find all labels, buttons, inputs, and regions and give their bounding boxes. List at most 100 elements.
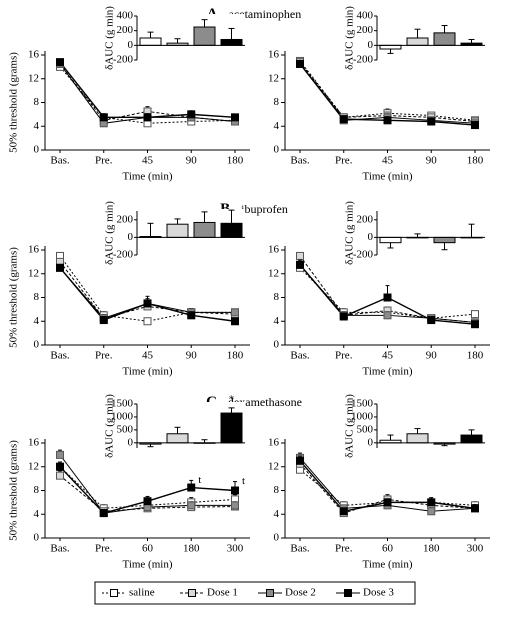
data-point <box>56 471 64 480</box>
inset-y-tick-label: 1500 <box>351 398 374 410</box>
x-tick-label: 90 <box>186 155 198 167</box>
y-axis-label: 50% threshold (grams) <box>8 440 20 541</box>
series-line <box>299 60 476 121</box>
inset-bar <box>220 38 243 46</box>
x-tick-label: Bas. <box>290 350 310 362</box>
inset-y-tick-label: 200 <box>117 24 134 36</box>
x-axis-label: Time (min) <box>122 171 172 183</box>
inset-bar <box>433 32 456 46</box>
inset-background <box>137 14 245 60</box>
inset-y-tick-label: 1000 <box>351 410 374 422</box>
inset-bar <box>379 44 402 50</box>
inset-bar <box>460 434 483 444</box>
data-point <box>231 501 239 510</box>
data-point <box>383 311 392 320</box>
inset-y-tick-label: 0 <box>368 231 374 243</box>
y-tick-label: 4 <box>34 120 40 132</box>
legend-marker <box>188 589 196 597</box>
y-tick-label: 4 <box>34 508 40 520</box>
inset-background <box>377 14 485 60</box>
x-tick-label: Bas. <box>50 350 70 362</box>
x-axis-label: Time (min) <box>362 366 412 378</box>
y-axis-label: 50% threshold (grams) <box>8 247 20 348</box>
y-tick-label: 16 <box>268 49 280 61</box>
x-tick-label: 90 <box>426 350 438 362</box>
y-tick-label: 8 <box>274 96 280 108</box>
x-tick-label: 60 <box>382 543 394 555</box>
data-point <box>427 117 436 126</box>
x-tick-label: 180 <box>467 155 484 167</box>
inset-y-tick-label: -200 <box>113 249 134 261</box>
inset-y-tick-label: 1000 <box>111 410 134 422</box>
data-point <box>427 316 436 325</box>
data-point <box>471 121 479 130</box>
x-tick-label: 180 <box>423 543 440 555</box>
x-tick-label: 90 <box>426 155 438 167</box>
inset-y-tick-label: 0 <box>368 436 374 448</box>
section-name: - ibuprofen <box>234 202 288 216</box>
y-tick-label: 16 <box>28 49 40 61</box>
data-point <box>143 299 152 308</box>
y-tick-label: 0 <box>34 532 40 544</box>
y-tick-label: 12 <box>28 460 39 472</box>
y-tick-label: 12 <box>28 72 39 84</box>
y-tick-label: 0 <box>34 144 40 156</box>
x-tick-label: Pre. <box>95 543 113 555</box>
data-point <box>56 58 64 67</box>
y-tick-label: 8 <box>274 291 280 303</box>
point-label: t <box>198 474 201 486</box>
x-axis-label: Time (min) <box>122 366 172 378</box>
data-point <box>471 320 479 329</box>
y-axis-label: 50% threshold (grams) <box>8 52 20 153</box>
data-point <box>383 498 392 507</box>
x-tick-label: Pre. <box>335 543 353 555</box>
data-point <box>187 311 196 320</box>
data-point <box>143 113 152 122</box>
inset-y-tick-label: 200 <box>117 213 134 225</box>
x-tick-label: 45 <box>382 350 394 362</box>
inset-y-tick-label: 200 <box>357 213 374 225</box>
y-tick-label: 0 <box>34 339 40 351</box>
inset-bar <box>193 221 216 238</box>
data-point <box>231 308 239 317</box>
x-tick-label: Bas. <box>290 155 310 167</box>
y-tick-label: 4 <box>274 508 280 520</box>
x-tick-label: Bas. <box>50 155 70 167</box>
y-tick-label: 0 <box>274 532 280 544</box>
data-point <box>296 456 304 465</box>
inset-bar <box>166 433 189 444</box>
x-tick-label: 180 <box>183 543 200 555</box>
y-tick-label: 12 <box>28 267 39 279</box>
x-tick-label: 180 <box>227 350 244 362</box>
x-tick-label: Pre. <box>335 155 353 167</box>
inset-y-tick-label: 1500 <box>111 398 134 410</box>
inset-y-tick-label: -200 <box>353 54 374 66</box>
data-point <box>339 507 348 516</box>
inset-bar <box>406 433 429 444</box>
inset-bar <box>139 37 162 46</box>
inset-bar <box>406 37 429 46</box>
data-point <box>56 462 64 471</box>
y-tick-label: 4 <box>274 315 280 327</box>
inset-y-tick-label: 0 <box>128 39 134 51</box>
x-tick-label: 300 <box>467 543 484 555</box>
data-point <box>99 509 108 518</box>
y-tick-label: 8 <box>34 484 40 496</box>
inset-y-tick-label: 0 <box>128 231 134 243</box>
x-tick-label: Pre. <box>95 350 113 362</box>
data-point <box>296 260 304 269</box>
x-tick-label: 300 <box>227 543 244 555</box>
data-point <box>427 507 436 516</box>
inset-y-tick-label: 500 <box>357 423 374 435</box>
y-tick-label: 16 <box>268 244 280 256</box>
inset-y-tick-label: -200 <box>113 54 134 66</box>
x-tick-label: 180 <box>227 155 244 167</box>
legend-label: Dose 1 <box>207 587 238 599</box>
data-point <box>143 497 152 506</box>
x-tick-label: 45 <box>142 350 154 362</box>
y-tick-label: 12 <box>268 460 279 472</box>
x-tick-label: 180 <box>467 350 484 362</box>
data-point <box>339 115 348 124</box>
inset-y-label: δAUC (g min) <box>104 201 116 265</box>
series-line <box>59 267 236 322</box>
